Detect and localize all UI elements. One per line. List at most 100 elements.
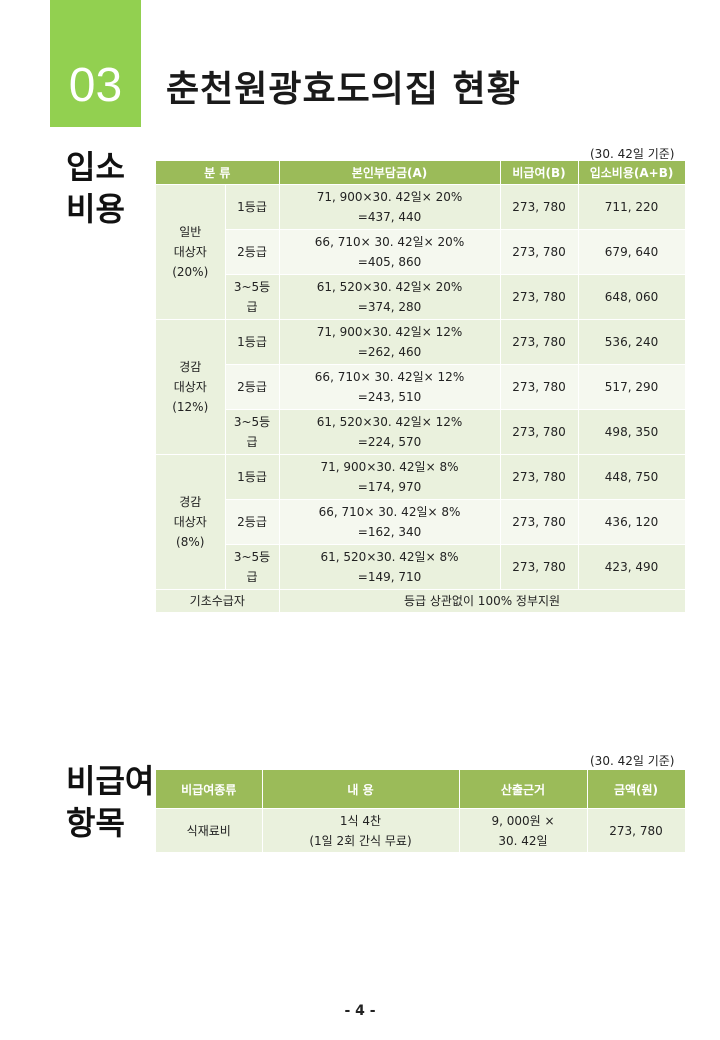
copay-cell: 66, 710× 30. 42일× 8% =162, 340 <box>279 499 501 545</box>
admission-side-label-line: 입소 <box>66 148 125 186</box>
nonpay-header-row: 비급여종류 내 용 산출근거 금액(원) <box>156 770 686 809</box>
admission-row: 3~5등 급 61, 520×30. 42일× 8% =149, 710 273, 78… <box>156 544 686 590</box>
total-cell: 448, 750 <box>578 454 686 500</box>
admission-basis-note: (30. 42일 기준) <box>590 147 675 161</box>
nonpay-row: 식재료비 1식 4찬 (1일 2회 간식 무료) 9, 000원 × 30. 4… <box>156 808 686 853</box>
copay-formula: 61, 520×30. 42일× 12% <box>316 415 463 429</box>
total-cell: 679, 640 <box>578 229 686 275</box>
content-line: (1일 2회 간식 무료) <box>309 833 412 848</box>
header-total: 입소비용(A+B) <box>578 161 686 185</box>
group-label-cell: 경감 대상자 (12%) <box>156 319 226 455</box>
admission-cost-table: 분 류 본인부담금(A) 비급여(B) 입소비용(A+B) 일반 대상자 (20%)… <box>156 161 686 613</box>
nonpay-cell: 273, 780 <box>500 454 579 500</box>
group-label-line: 대상자 <box>173 515 207 529</box>
admission-row: 경감 대상자 (12%) 1등급 71, 900×30. 42일× 12% =262, 4… <box>156 319 686 455</box>
group-label-line: (12%) <box>172 400 209 414</box>
copay-formula: 66, 710× 30. 42일× 20% <box>314 235 465 249</box>
admission-row: 2등급 66, 710× 30. 42일× 20% =405, 860 273, 78… <box>156 229 686 275</box>
total-cell: 536, 240 <box>578 319 686 365</box>
nonpay-cell: 273, 780 <box>500 499 579 545</box>
grade-cell: 1등급 <box>225 454 280 500</box>
nonpay-cell: 273, 780 <box>500 184 579 230</box>
copay-result: =405, 860 <box>357 255 422 269</box>
admission-row: 경감 대상자 (8%) 1등급 71, 900×30. 42일× 8% =174, 970… <box>156 454 686 590</box>
nonpay-side-label-line: 비급여 <box>66 762 155 800</box>
total-cell: 498, 350 <box>578 409 686 455</box>
group-label-cell: 경감 대상자 (8%) <box>156 454 226 590</box>
total-cell: 423, 490 <box>578 544 686 590</box>
copay-result: =224, 570 <box>357 435 422 449</box>
nonpay-content-cell: 1식 4찬 (1일 2회 간식 무료) <box>262 808 460 853</box>
copay-result: =262, 460 <box>357 345 422 359</box>
page-number: - 4 - <box>344 1003 376 1019</box>
basis-line: 9, 000원 × <box>491 813 555 828</box>
grade-cell: 2등급 <box>225 364 280 410</box>
header-nonpay: 비급여(B) <box>500 161 579 185</box>
admission-row: 3~5등 급 61, 520×30. 42일× 12% =224, 570 273, 7… <box>156 409 686 455</box>
grade-line: 2등급 <box>237 380 267 394</box>
header-nonpay-type: 비급여종류 <box>156 770 263 809</box>
group-label-line: 대상자 <box>173 245 207 259</box>
copay-result: =162, 340 <box>357 525 422 539</box>
grade-line: 2등급 <box>237 515 267 529</box>
header-copay: 본인부담금(A) <box>279 161 501 185</box>
nonpay-type-cell: 식재료비 <box>156 808 263 853</box>
basic-recipient-row: 기초수급자 등급 상관없이 100% 정부지원 <box>156 589 686 613</box>
header-amount: 금액(원) <box>587 770 686 809</box>
grade-line: 1등급 <box>237 200 267 214</box>
nonpay-side-label: 비급여 항목 <box>66 760 154 844</box>
copay-result: =174, 970 <box>357 480 422 494</box>
admission-header-row: 분 류 본인부담금(A) 비급여(B) 입소비용(A+B) <box>156 161 686 185</box>
nonpay-side-label-line: 항목 <box>66 804 125 842</box>
grade-cell: 2등급 <box>225 229 280 275</box>
admission-row: 2등급 66, 710× 30. 42일× 8% =162, 340 273, 780… <box>156 499 686 545</box>
grade-line: 급 <box>246 435 258 449</box>
copay-cell: 61, 520×30. 42일× 8% =149, 710 <box>279 544 501 590</box>
admission-side-label: 입소 비용 <box>66 146 125 230</box>
group-label-cell: 일반 대상자 (20%) <box>156 184 226 320</box>
grade-line: 1등급 <box>237 335 267 349</box>
nonpay-cell: 273, 780 <box>500 319 579 365</box>
copay-formula: 71, 900×30. 42일× 8% <box>320 460 459 474</box>
grade-line: 2등급 <box>237 245 267 259</box>
grade-line: 3~5등 <box>233 280 271 294</box>
copay-result: =149, 710 <box>357 570 422 584</box>
basic-recipient-label: 기초수급자 <box>156 589 280 613</box>
nonpay-items-table: 비급여종류 내 용 산출근거 금액(원) 식재료비 1식 4찬 (1일 2회 간… <box>156 770 686 853</box>
grade-cell: 1등급 <box>225 319 280 365</box>
admission-side-label-line: 비용 <box>66 190 125 228</box>
copay-formula: 71, 900×30. 42일× 20% <box>316 190 463 204</box>
grade-cell: 1등급 <box>225 184 280 230</box>
header-basis: 산출근거 <box>459 770 588 809</box>
copay-formula: 66, 710× 30. 42일× 8% <box>318 505 461 519</box>
copay-cell: 66, 710× 30. 42일× 12% =243, 510 <box>279 364 501 410</box>
total-cell: 648, 060 <box>578 274 686 320</box>
copay-result: =243, 510 <box>357 390 422 404</box>
admission-row: 일반 대상자 (20%) 1등급 71, 900×30. 42일× 20% =437, 4… <box>156 184 686 320</box>
basic-recipient-text: 등급 상관없이 100% 정부지원 <box>279 589 686 613</box>
grade-line: 1등급 <box>237 470 267 484</box>
group-label-line: (8%) <box>176 535 205 549</box>
total-cell: 711, 220 <box>578 184 686 230</box>
nonpay-basis-note: (30. 42일 기준) <box>590 754 675 768</box>
grade-cell: 3~5등 급 <box>225 544 280 590</box>
copay-formula: 61, 520×30. 42일× 8% <box>320 550 459 564</box>
copay-cell: 71, 900×30. 42일× 8% =174, 970 <box>279 454 501 500</box>
grade-line: 급 <box>246 300 258 314</box>
basis-line: 30. 42일 <box>498 833 548 848</box>
copay-cell: 61, 520×30. 42일× 12% =224, 570 <box>279 409 501 455</box>
total-cell: 517, 290 <box>578 364 686 410</box>
copay-cell: 71, 900×30. 42일× 12% =262, 460 <box>279 319 501 365</box>
nonpay-cell: 273, 780 <box>500 229 579 275</box>
nonpay-cell: 273, 780 <box>500 544 579 590</box>
grade-line: 3~5등 <box>233 415 271 429</box>
header-category: 분 류 <box>156 161 280 185</box>
group-label-line: 일반 <box>179 225 202 239</box>
page-title: 춘천원광효도의집 현황 <box>166 69 521 110</box>
nonpay-cell: 273, 780 <box>500 274 579 320</box>
nonpay-cell: 273, 780 <box>500 364 579 410</box>
header-content: 내 용 <box>262 770 460 809</box>
copay-result: =437, 440 <box>357 210 422 224</box>
copay-formula: 71, 900×30. 42일× 12% <box>316 325 463 339</box>
